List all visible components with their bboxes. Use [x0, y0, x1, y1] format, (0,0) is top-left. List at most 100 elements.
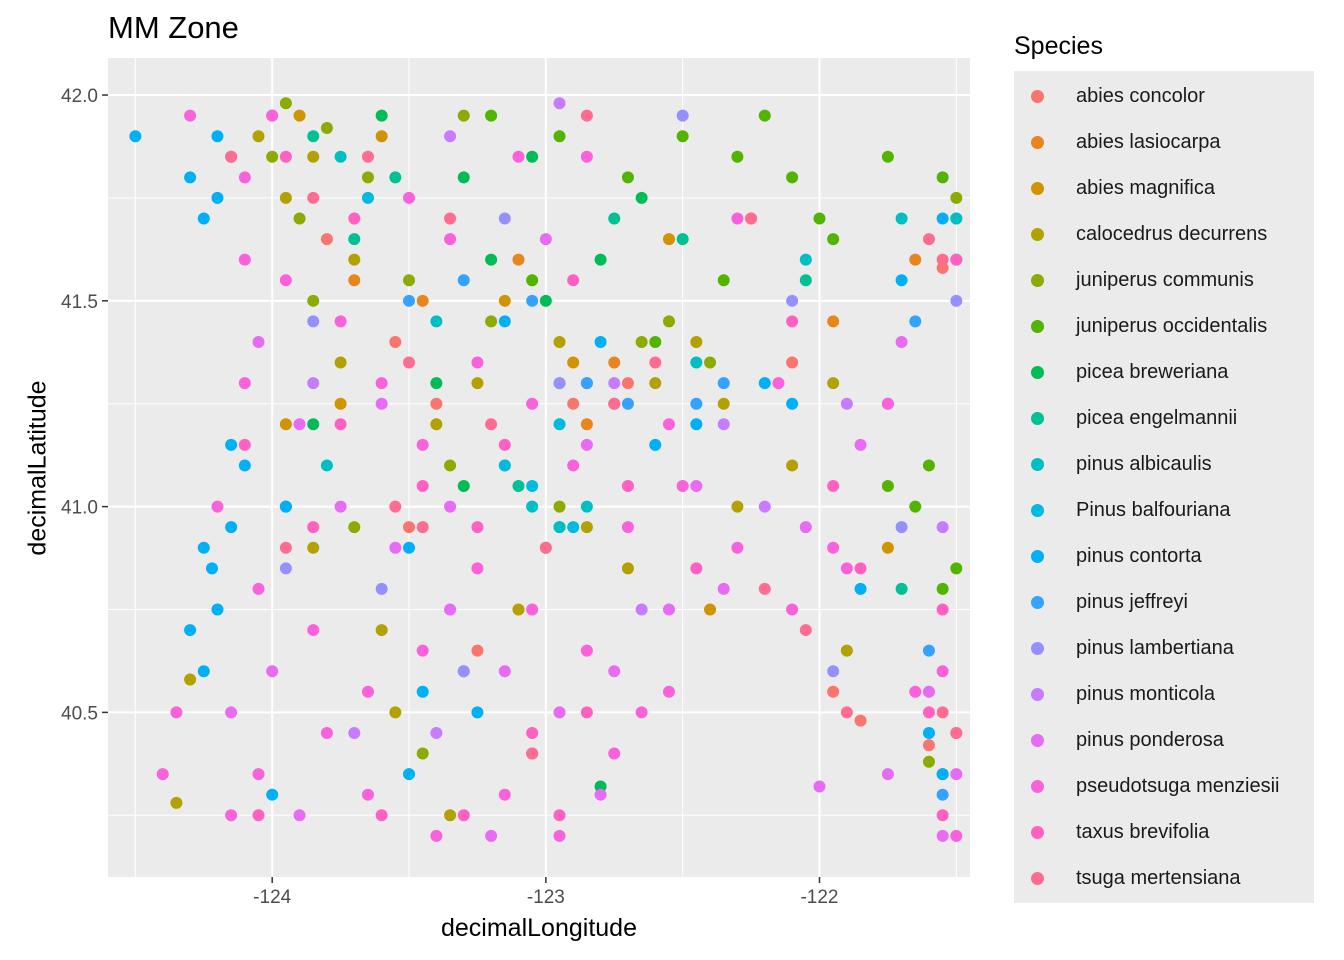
data-point [444, 130, 457, 143]
legend-item: pseudotsuga menziesii [1014, 763, 1314, 809]
data-point [375, 582, 388, 595]
data-point [539, 233, 552, 246]
data-point [403, 274, 416, 287]
data-point [307, 191, 320, 204]
data-point [526, 274, 539, 287]
legend-label: tsuga mertensiana [1076, 866, 1241, 889]
legend-label: pinus albicaulis [1076, 452, 1212, 475]
data-point [895, 274, 908, 287]
data-point [895, 582, 908, 595]
legend-item: pinus lambertiana [1014, 625, 1314, 671]
data-point [553, 418, 566, 431]
data-point [252, 809, 265, 822]
data-point [498, 212, 511, 225]
legend-swatch [1030, 365, 1044, 379]
legend-key [1014, 349, 1060, 395]
data-point [704, 603, 717, 616]
legend-item: abies magnifica [1014, 165, 1314, 211]
data-point [457, 171, 470, 184]
data-point [758, 377, 771, 390]
data-point [266, 788, 279, 801]
data-point [334, 500, 347, 513]
legend-label: pseudotsuga menziesii [1076, 774, 1280, 797]
data-point [526, 603, 539, 616]
data-point [758, 582, 771, 595]
data-point [936, 521, 949, 534]
data-point [922, 706, 935, 719]
data-point [238, 438, 251, 451]
data-point [690, 356, 703, 369]
legend-key [1014, 671, 1060, 717]
data-point [922, 233, 935, 246]
y-tick-label: 42.0 [61, 86, 98, 107]
data-point [567, 459, 580, 472]
data-point [252, 768, 265, 781]
data-point [676, 233, 689, 246]
data-point [498, 459, 511, 472]
data-point [279, 274, 292, 287]
data-point [950, 829, 963, 842]
data-point [348, 253, 361, 266]
data-point [375, 624, 388, 637]
data-point [279, 418, 292, 431]
data-point [430, 315, 443, 328]
data-point [512, 253, 525, 266]
data-point [485, 829, 498, 842]
data-point [922, 726, 935, 739]
data-point [457, 109, 470, 122]
data-point [293, 212, 306, 225]
data-point [936, 809, 949, 822]
data-point [184, 673, 197, 686]
data-point [922, 644, 935, 657]
legend-key [1014, 441, 1060, 487]
data-point [649, 438, 662, 451]
x-tick-label: -124 [253, 887, 291, 908]
legend-swatch [1030, 181, 1044, 195]
data-point [348, 726, 361, 739]
data-point [676, 130, 689, 143]
data-point [320, 233, 333, 246]
data-point [553, 706, 566, 719]
data-point [266, 109, 279, 122]
data-point [936, 706, 949, 719]
data-point [334, 418, 347, 431]
data-point [252, 130, 265, 143]
data-point [471, 644, 484, 657]
legend-key [1014, 257, 1060, 303]
data-point [950, 726, 963, 739]
data-point [252, 335, 265, 348]
data-point [334, 397, 347, 410]
data-point [553, 809, 566, 822]
data-point [430, 397, 443, 410]
legend-swatch [1030, 227, 1044, 241]
data-point [731, 150, 744, 163]
y-tick-label: 41.5 [61, 292, 98, 313]
legend-keys: abies concolor abies lasiocarpa abies magn… [1014, 71, 1314, 903]
legend-key [1014, 855, 1060, 901]
data-point [608, 665, 621, 678]
legend-label: calocedrus decurrens [1076, 222, 1268, 245]
data-point [827, 685, 840, 698]
data-point [498, 315, 511, 328]
data-point [772, 377, 785, 390]
data-point [662, 603, 675, 616]
data-point [238, 171, 251, 184]
data-point [895, 335, 908, 348]
data-point [936, 253, 949, 266]
data-point [444, 459, 457, 472]
data-point [922, 755, 935, 768]
data-point [731, 541, 744, 554]
x-tick-label: -122 [800, 887, 838, 908]
data-point [936, 603, 949, 616]
data-point [731, 500, 744, 513]
data-point [717, 274, 730, 287]
data-point [909, 685, 922, 698]
data-point [854, 714, 867, 727]
legend-label: taxus brevifolia [1076, 820, 1210, 843]
data-point [635, 335, 648, 348]
data-point [512, 150, 525, 163]
data-point [307, 521, 320, 534]
data-point [361, 191, 374, 204]
data-point [690, 397, 703, 410]
data-point [608, 212, 621, 225]
